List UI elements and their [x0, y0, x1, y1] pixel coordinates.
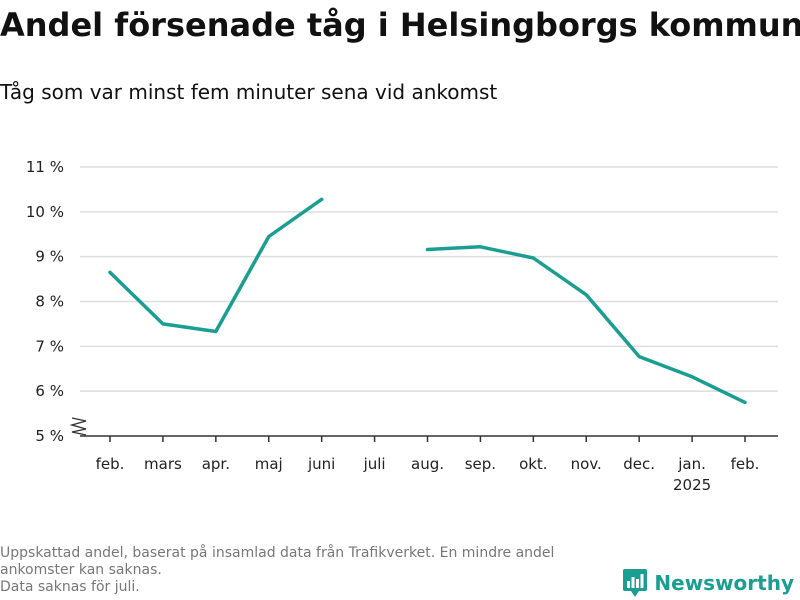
y-tick-label: 8 % [35, 293, 64, 311]
y-tick-label: 5 % [35, 427, 64, 445]
x-year-label: 2025 [673, 476, 711, 494]
x-tick-label: nov. [571, 455, 602, 473]
x-tick-label: sep. [465, 455, 496, 473]
x-tick-label: maj [255, 455, 283, 473]
y-tick-label: 10 % [26, 203, 64, 221]
newsworthy-logo: Newsworthy [622, 568, 794, 598]
x-tick-label: apr. [202, 455, 230, 473]
x-tick-label: feb. [731, 455, 760, 473]
x-tick-label: okt. [519, 455, 548, 473]
series-line-segment [108, 197, 324, 334]
x-tick-label: aug. [411, 455, 444, 473]
y-tick-label: 7 % [35, 337, 64, 355]
x-tick-label: feb. [96, 455, 125, 473]
footnote-line-3: Data saknas för juli. [0, 579, 140, 595]
grid-lines [80, 166, 778, 392]
x-tick-label: jan. [677, 455, 706, 473]
series-lines [108, 197, 747, 405]
x-axis-ticks: feb. mars apr. maj juni juli aug. sep. okt. nov. d… [96, 436, 760, 494]
y-tick-label: 9 % [35, 248, 64, 266]
y-tick-label: 6 % [35, 382, 64, 400]
y-axis-ticks: 5 % 6 % 7 % 8 % 9 % 10 % 11 % [26, 158, 64, 445]
axis-break-icon [69, 417, 87, 436]
axis-break-zigzag [69, 417, 87, 436]
series-line-segment [425, 245, 747, 405]
x-tick-label: juni [307, 455, 335, 473]
footnote-line-2: ankomster kan saknas. [0, 562, 162, 578]
logo-text: Newsworthy [654, 571, 794, 595]
footnote: Uppskattad andel, baserat på insamlad da… [0, 545, 640, 596]
bar-chart-pin-icon [623, 569, 648, 597]
y-tick-label: 11 % [26, 158, 64, 176]
x-tick-label: juli [363, 455, 386, 473]
x-tick-label: dec. [623, 455, 655, 473]
footnote-line-1: Uppskattad andel, baserat på insamlad da… [0, 545, 555, 561]
chart-subtitle: Tåg som var minst fem minuter sena vid a… [0, 80, 498, 104]
x-tick-label: mars [144, 455, 182, 473]
chart-title: Andel försenade tåg i Helsingborgs kommu… [0, 6, 800, 44]
